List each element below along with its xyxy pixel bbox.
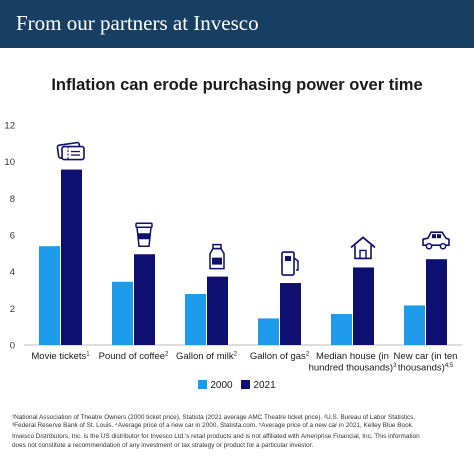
y-tick-label: 6 <box>10 231 15 242</box>
footnote-marker: 3 <box>393 363 397 369</box>
bar-2021 <box>207 276 228 345</box>
footnote-marker: 2 <box>306 352 310 358</box>
y-tick-label: 12 <box>4 121 15 132</box>
bottle-label <box>212 257 222 265</box>
bar-2021 <box>134 254 155 345</box>
x-tick-label: Pound of coffee2 <box>99 351 169 362</box>
x-tick-label: Median house (in hundred thousands)3 <box>309 351 398 374</box>
banner-title: From our partners at Invesco <box>16 11 259 35</box>
disclaimer-line-2: does not constitute a recommendation of … <box>12 441 314 449</box>
milk-bottle-icon <box>209 243 225 270</box>
cup-sleeve <box>138 233 150 240</box>
x-tick-label: Gallon of milk2 <box>176 351 238 362</box>
bottle-body <box>209 247 225 270</box>
footnote-marker: 1 <box>86 352 90 358</box>
x-tick-label-line: Movie tickets <box>31 351 86 362</box>
bar-2021 <box>61 169 82 345</box>
cup-body <box>136 226 152 247</box>
bar-2000 <box>331 314 352 345</box>
x-tick-label-line: Pound of coffee <box>99 351 165 362</box>
car-window <box>437 234 441 239</box>
y-tick-label: 10 <box>4 157 15 168</box>
bar-2021 <box>426 259 447 345</box>
house-roof <box>350 236 376 249</box>
pump-window <box>285 256 291 262</box>
y-tick-label: 0 <box>10 341 15 352</box>
house-walls <box>354 245 372 260</box>
bar-2000 <box>258 318 279 345</box>
legend-item-2021: 2021 <box>241 380 276 391</box>
footnote-sources-2: ³Federal Reserve Bank of St. Louis. ⁴Ave… <box>12 422 414 430</box>
legend-swatch-2021 <box>241 380 251 389</box>
car-wheel <box>425 242 433 250</box>
legend-swatch-2000 <box>198 380 208 389</box>
bar-2000 <box>404 305 425 345</box>
x-tick-label-line: Gallon of milk <box>176 351 234 362</box>
footnote-marker: 2 <box>165 352 169 358</box>
x-tick-label: New car (in ten thousands)4,5 <box>394 351 458 374</box>
house-icon <box>350 236 376 260</box>
y-tick-label: 8 <box>10 194 15 205</box>
pump-hose <box>293 257 299 271</box>
bar-2021 <box>353 267 374 345</box>
x-tick-label: Gallon of gas2 <box>250 351 310 362</box>
car-body <box>422 231 450 246</box>
car-icon <box>422 231 450 250</box>
bar-2021 <box>280 283 301 345</box>
pump-body <box>281 251 295 276</box>
legend-label-2021: 2021 <box>253 380 276 391</box>
x-tick-label-line: hundred thousands) <box>309 363 394 374</box>
y-tick-label: 2 <box>10 304 15 315</box>
bar-2000 <box>112 281 133 345</box>
car-wheel <box>439 242 447 250</box>
footnote-marker: 4,5 <box>445 363 454 369</box>
bar-2000 <box>185 294 206 345</box>
legend-label-2000: 2000 <box>210 380 233 391</box>
disclaimer-line-1: Invesco Distributors, Inc. is the US dis… <box>12 433 420 441</box>
partner-banner: From our partners at Invesco <box>0 0 474 48</box>
footnote-marker: 2 <box>234 352 238 358</box>
ticket-shape <box>61 145 85 161</box>
house-door <box>359 249 367 260</box>
x-tick-label-line: thousands) <box>398 363 445 374</box>
bar-2000 <box>39 246 60 345</box>
x-tick-label: Movie tickets1 <box>31 351 90 362</box>
x-tick-label-line: New car (in ten <box>394 351 458 362</box>
footnotes: ¹National Association of Theatre Owners … <box>12 414 468 450</box>
car-window <box>432 234 436 239</box>
ticket-icon <box>56 141 85 161</box>
gas-pump-icon <box>281 251 299 276</box>
coffee-cup-icon <box>135 222 153 247</box>
chart-legend: 2000 2021 <box>0 380 474 391</box>
chart-title: Inflation can erode purchasing power ove… <box>51 76 423 94</box>
x-tick-label-line: Gallon of gas <box>250 351 306 362</box>
x-tick-label-line: Median house (in <box>316 351 389 362</box>
legend-item-2000: 2000 <box>198 380 233 391</box>
footnote-sources-1: ¹National Association of Theatre Owners … <box>12 414 416 421</box>
y-tick-label: 4 <box>10 267 15 278</box>
